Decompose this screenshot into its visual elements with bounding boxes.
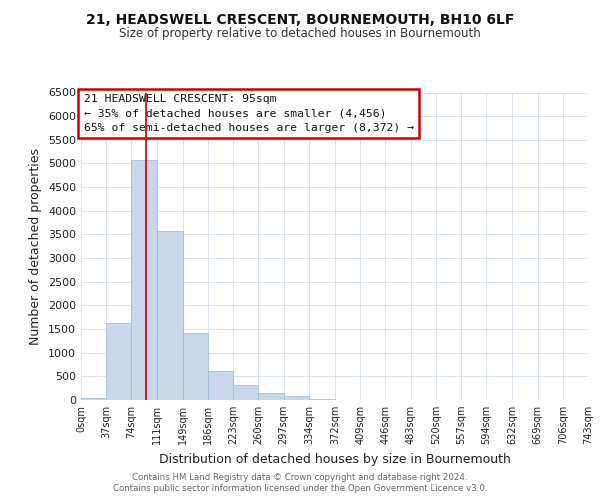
Bar xyxy=(157,230,182,400)
Bar xyxy=(182,333,208,400)
Text: Contains public sector information licensed under the Open Government Licence v3: Contains public sector information licen… xyxy=(113,484,487,493)
Bar xyxy=(208,371,233,400)
Bar xyxy=(106,323,131,400)
Bar xyxy=(259,392,284,400)
Y-axis label: Number of detached properties: Number of detached properties xyxy=(29,148,43,345)
Bar xyxy=(131,160,157,400)
Text: 21 HEADSWELL CRESCENT: 95sqm
← 35% of detached houses are smaller (4,456)
65% of: 21 HEADSWELL CRESCENT: 95sqm ← 35% of de… xyxy=(83,94,413,133)
X-axis label: Distribution of detached houses by size in Bournemouth: Distribution of detached houses by size … xyxy=(158,452,511,466)
Bar xyxy=(284,396,309,400)
Bar xyxy=(309,398,335,400)
Bar xyxy=(81,398,106,400)
Text: 21, HEADSWELL CRESCENT, BOURNEMOUTH, BH10 6LF: 21, HEADSWELL CRESCENT, BOURNEMOUTH, BH1… xyxy=(86,12,514,26)
Text: Contains HM Land Registry data © Crown copyright and database right 2024.: Contains HM Land Registry data © Crown c… xyxy=(132,472,468,482)
Text: Size of property relative to detached houses in Bournemouth: Size of property relative to detached ho… xyxy=(119,28,481,40)
Bar xyxy=(233,386,259,400)
